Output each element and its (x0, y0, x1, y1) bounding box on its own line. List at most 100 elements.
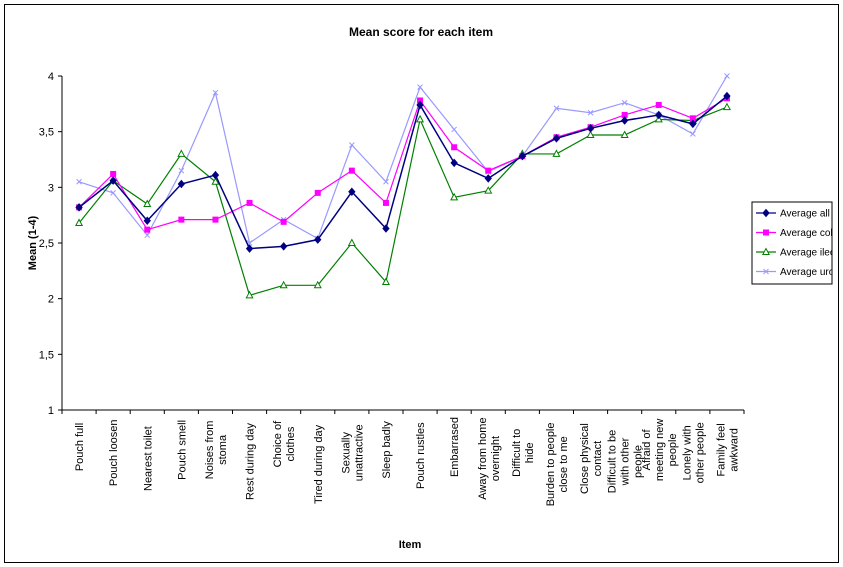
y-tick-label: 2 (48, 294, 54, 306)
data-point-triangle (313, 280, 322, 289)
x-tick-label-text: Sexuallyunattractive (340, 424, 365, 481)
data-point-triangle (620, 130, 629, 139)
x-tick-label-line: Nearest toilet (142, 426, 154, 491)
y-axis-label: Mean (1-4) (27, 215, 39, 270)
x-tick-label: Lonely withother people (681, 422, 706, 483)
data-point-x-stroke (348, 142, 355, 148)
x-tick-label: Embarrased (449, 417, 461, 477)
data-point-diamond (655, 110, 663, 120)
x-tick-label-line: awkward (728, 428, 740, 471)
data-point-x-stroke (451, 126, 458, 133)
x-tick-label-line: Burden to people (545, 423, 557, 507)
data-point-x (451, 126, 458, 133)
y-tick-label: 3 (48, 182, 54, 194)
data-point-diamond (279, 242, 288, 251)
series-average-all (75, 91, 731, 253)
data-point-diamond (518, 151, 527, 161)
data-point-diamond (416, 100, 424, 110)
data-point-square (178, 216, 185, 223)
y-tick-label: 2,5 (39, 238, 54, 250)
x-axis-label: Item (399, 539, 422, 551)
x-tick-label: Rest during day (245, 422, 257, 500)
x-tick-label-text: Rest during day (245, 422, 257, 500)
data-point-diamond (723, 91, 731, 101)
x-tick-label: Sleep badly (381, 421, 393, 479)
data-point-x (348, 142, 355, 148)
series-line (78, 106, 728, 297)
x-tick-label-text: Pouch full (74, 423, 86, 471)
legend-label: Average ileo (780, 248, 836, 259)
data-point-x-stroke (689, 131, 696, 137)
data-point-x (383, 178, 389, 185)
data-point-x-stroke (417, 84, 423, 90)
data-point-x-stroke (587, 109, 594, 116)
x-tick-label: Sexuallyunattractive (340, 424, 365, 481)
x-tick-label-text: Nearest toilet (142, 426, 154, 491)
series-line (78, 97, 728, 231)
x-tick-label-line: stoma (217, 434, 229, 465)
data-point-diamond (552, 134, 561, 143)
y-tick-label: 1 (48, 405, 54, 417)
data-point-x (110, 190, 117, 196)
data-point-x (689, 131, 696, 137)
legend-label: Average uro (780, 267, 835, 278)
data-point-diamond (211, 170, 220, 180)
data-point-x (178, 167, 185, 174)
data-point-square (348, 167, 355, 174)
x-tick-label-text: Embarrased (449, 417, 461, 477)
legend: Average all Average colo Average ileo Avera… (751, 201, 839, 285)
y-tick-label: 4 (48, 71, 54, 83)
data-point-triangle (347, 238, 356, 246)
data-point-triangle (416, 114, 425, 123)
x-tick-label-text: Difficult to bewith otherpeople (607, 430, 645, 493)
x-tick-label-line: Away from home (477, 417, 489, 499)
chart-frame (4, 4, 839, 563)
data-point-diamond (75, 203, 83, 212)
data-point-x-stroke (763, 268, 769, 275)
data-point-diamond (382, 224, 390, 233)
x-tick-label-line: Afraid of (641, 428, 653, 470)
y-tick-label: 1,5 (39, 349, 54, 361)
data-point-square (451, 144, 458, 151)
data-point-x (763, 268, 769, 275)
x-tick-label-text: Pouch smell (176, 420, 188, 480)
legend-item: Average colo (756, 228, 839, 239)
data-point-x-stroke (110, 190, 117, 196)
data-point-diamond (450, 158, 458, 168)
data-point-diamond (177, 179, 186, 189)
x-tick-label-text: Pouch rustles (415, 422, 427, 489)
series-line (78, 95, 728, 250)
x-tick-label-text: Difficult tohide (511, 429, 536, 477)
x-tick-label: Tired during day (313, 424, 325, 504)
x-tick-label-line: Lonely with (681, 425, 693, 480)
x-tick-label-line: Pouch loosen (108, 419, 120, 486)
data-point-diamond (109, 176, 117, 185)
x-tick-label-line: people (633, 445, 645, 478)
x-tick-label-line: Difficult to be (607, 430, 619, 493)
x-tick-label-text: Pouch loosen (108, 419, 120, 486)
x-tick-label-line: Pouch full (74, 423, 86, 471)
data-point-x (587, 109, 594, 116)
x-tick-label-line: Family feel (715, 423, 727, 476)
x-tick-label-line: Choice of (272, 420, 284, 467)
legend-label: Average colo (780, 228, 839, 239)
x-tick-label: Burden to peopleclose to me (545, 423, 570, 507)
x-tick-label-line: meeting new (654, 419, 666, 481)
series-average-uro (76, 73, 730, 246)
data-point-triangle (761, 247, 771, 255)
data-point-diamond (348, 187, 356, 197)
x-tick-label-line: contact (592, 441, 604, 476)
data-point-square (763, 229, 769, 236)
x-tick-label-line: Rest during day (245, 422, 257, 500)
x-tick-label: Difficult to bewith otherpeople (607, 430, 645, 493)
legend-item: Average all (756, 209, 830, 220)
data-point-diamond (689, 119, 697, 129)
x-tick-label-line: Difficult to (511, 429, 523, 477)
x-tick-label-line: hide (524, 442, 536, 463)
data-point-x (553, 105, 560, 112)
data-point-x (76, 178, 82, 185)
data-point-x-stroke (178, 167, 185, 174)
data-point-x (417, 84, 423, 90)
data-point-diamond (620, 116, 629, 125)
series-layer (75, 73, 731, 299)
